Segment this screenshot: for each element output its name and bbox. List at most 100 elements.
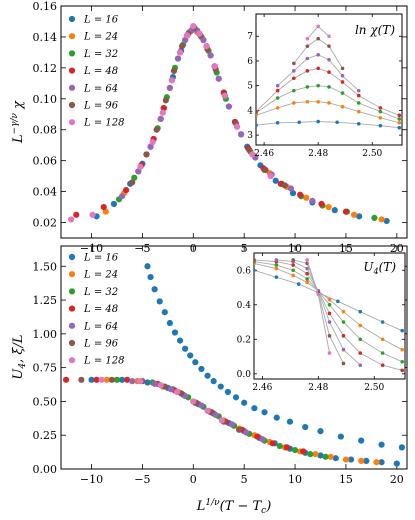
data-point <box>233 123 241 130</box>
x-tick-label: 2.46 <box>252 383 272 393</box>
x-tick-label: −10 <box>80 473 103 486</box>
data-point <box>182 36 189 44</box>
legend-marker <box>68 305 76 312</box>
data-point <box>309 197 316 204</box>
data-point <box>275 88 280 93</box>
top-panel-points <box>68 23 390 225</box>
legend-marker <box>68 339 76 347</box>
data-point <box>190 23 197 30</box>
data-point <box>356 93 361 98</box>
y-tick-label: 0.14 <box>33 31 58 44</box>
bottom-panel-legend: L = 16 L = 24 L = 32 L = 48 L = 64 L = 96 L = … <box>68 253 124 367</box>
data-point <box>256 109 258 114</box>
data-point <box>246 146 253 153</box>
top-inset-title: ln χ(T) <box>355 23 395 37</box>
data-point <box>243 429 250 436</box>
data-point <box>305 99 310 104</box>
data-point <box>316 66 320 71</box>
series-line <box>256 67 400 116</box>
data-point <box>88 376 95 383</box>
data-point <box>305 69 310 73</box>
data-point <box>305 280 309 285</box>
y-tick-label: 0.75 <box>33 362 58 375</box>
data-point <box>275 96 280 100</box>
data-point <box>356 101 361 105</box>
data-point <box>103 376 110 383</box>
series-line <box>254 262 403 351</box>
data-point <box>174 55 182 62</box>
data-point <box>341 347 346 352</box>
data-point <box>327 320 332 324</box>
y-tick-label: 0.6 <box>237 266 252 276</box>
data-point <box>212 411 219 419</box>
legend-label: L = 64 <box>83 83 118 94</box>
data-point <box>292 69 296 73</box>
data-point <box>224 388 231 396</box>
data-point <box>123 186 130 194</box>
x-tick-label: 0 <box>190 473 197 486</box>
data-point <box>305 36 310 41</box>
legend-label: L = 64 <box>83 321 118 332</box>
data-point <box>358 309 363 314</box>
series-line <box>256 85 400 120</box>
series-line <box>256 101 400 124</box>
data-point <box>356 121 361 126</box>
data-point <box>254 268 256 273</box>
data-point <box>316 36 320 41</box>
data-point <box>332 455 339 462</box>
data-point <box>316 24 320 29</box>
bottom-panel-ticks: −10 −5 0 5 10 15 20 0.00 0.25 0.50 0.75 1.00 1.25 1.5… <box>33 246 407 486</box>
data-point <box>144 263 151 270</box>
data-point <box>356 88 361 93</box>
data-point <box>316 292 321 297</box>
data-point <box>254 433 261 440</box>
data-point <box>232 394 240 401</box>
data-point <box>269 440 276 447</box>
data-point <box>159 109 166 116</box>
data-point <box>283 444 291 451</box>
data-point <box>118 193 126 200</box>
data-point <box>373 459 380 466</box>
x-tick-label: 2.46 <box>254 149 274 159</box>
data-point <box>287 185 295 192</box>
data-point <box>341 320 346 324</box>
legend-marker <box>68 84 76 91</box>
data-point <box>225 103 233 110</box>
data-point <box>305 258 309 262</box>
data-point <box>316 83 320 88</box>
data-point <box>200 36 207 44</box>
top-inset-ticks: 2.46 2.48 2.50 3 4 5 6 7 <box>247 14 402 159</box>
data-point <box>137 163 144 170</box>
top-y-axis-label: L−γ/ν χ <box>10 100 26 144</box>
legend-label: L = 128 <box>83 356 124 367</box>
data-point <box>204 372 211 379</box>
x-tick-label: 2.48 <box>308 149 328 159</box>
data-point <box>340 104 345 109</box>
data-point <box>327 70 331 74</box>
bottom-inset-ticks: 2.46 2.48 2.50 0.0 0.2 0.4 0.6 <box>237 253 405 393</box>
data-point <box>179 43 186 50</box>
data-point <box>291 268 295 273</box>
data-point <box>397 125 402 130</box>
data-point <box>254 258 256 262</box>
y-tick-label: 0.06 <box>33 155 58 168</box>
data-point <box>383 217 390 225</box>
data-point <box>327 351 332 355</box>
bottom-inset-title: U4(T) <box>363 260 396 276</box>
data-point <box>274 258 279 262</box>
data-point <box>168 77 176 84</box>
legend-marker <box>68 357 76 364</box>
data-point <box>335 120 339 125</box>
data-point <box>327 453 334 460</box>
data-point <box>156 298 163 305</box>
x-tick-label: −5 <box>134 473 150 486</box>
data-point <box>204 407 211 414</box>
data-point <box>341 361 346 366</box>
data-point <box>300 448 307 455</box>
data-point <box>124 376 131 383</box>
legend-marker <box>68 50 76 57</box>
data-point <box>327 302 332 307</box>
data-point <box>371 214 378 221</box>
data-point <box>187 352 194 359</box>
data-point <box>215 75 222 82</box>
